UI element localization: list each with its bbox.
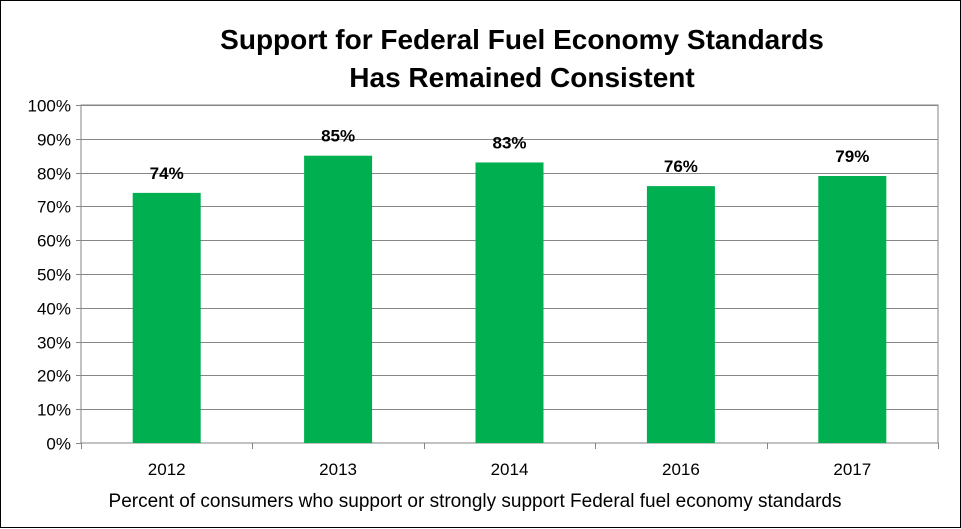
bar	[646, 186, 715, 443]
y-tick-label: 60%	[37, 232, 71, 251]
data-label: 85%	[321, 127, 355, 146]
chart-title-line-1: Support for Federal Fuel Economy Standar…	[220, 24, 824, 55]
bar	[132, 192, 201, 443]
data-label: 74%	[150, 164, 184, 183]
y-tick-label: 30%	[37, 334, 71, 353]
x-tick-label: 2017	[833, 460, 871, 479]
y-tick-label: 40%	[37, 300, 71, 319]
y-tick-label: 90%	[37, 131, 71, 150]
chart-title: Support for Federal Fuel Economy Standar…	[41, 21, 961, 97]
y-tick-label: 10%	[37, 401, 71, 420]
y-tick-label: 70%	[37, 198, 71, 217]
y-tick-label: 80%	[37, 165, 71, 184]
x-tick-label: 2014	[491, 460, 529, 479]
chart-caption: Percent of consumers who support or stro…	[108, 491, 842, 512]
y-tick-label: 50%	[37, 266, 71, 285]
x-tick-label: 2012	[148, 460, 186, 479]
bar	[304, 155, 373, 443]
x-tick-label: 2013	[319, 460, 357, 479]
y-tick-label: 0%	[46, 435, 71, 454]
y-tick-label: 20%	[37, 367, 71, 386]
data-label: 79%	[835, 147, 869, 166]
x-tick-label: 2016	[662, 460, 700, 479]
bar	[818, 175, 887, 444]
data-label: 76%	[664, 157, 698, 176]
chart-title-line-2: Has Remained Consistent	[349, 62, 695, 93]
bar	[475, 162, 544, 443]
data-label: 83%	[492, 133, 526, 152]
y-tick-label: 100%	[28, 97, 71, 116]
